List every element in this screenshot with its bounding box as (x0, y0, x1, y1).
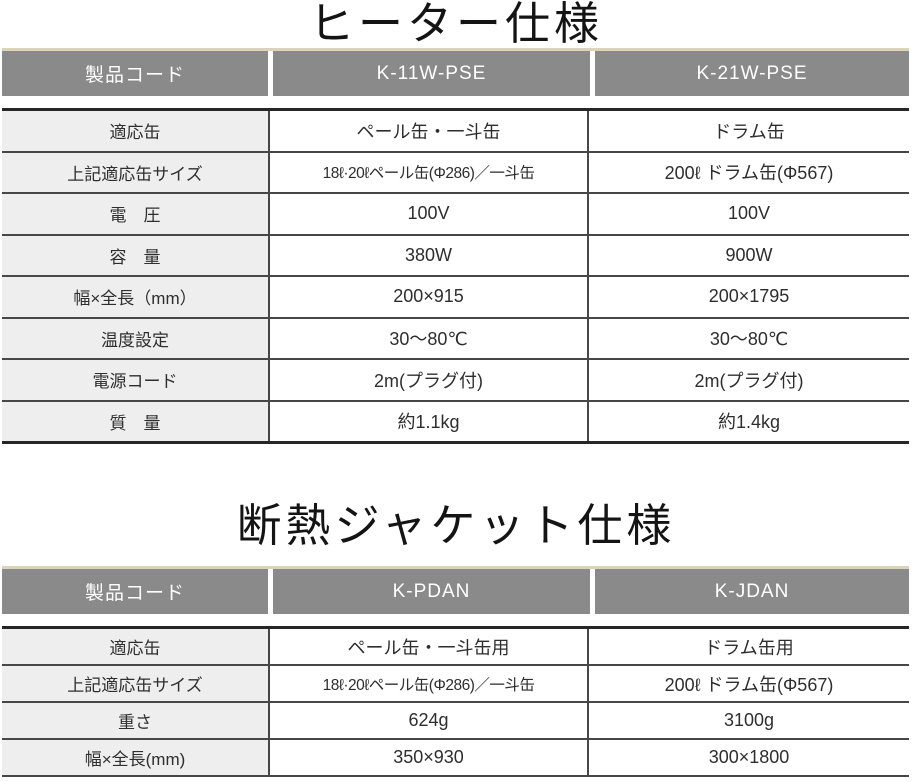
row-value-2: 200×1795 (708, 286, 790, 307)
row-value-1: 2m(プラグ付) (270, 360, 589, 400)
row-value-2: 3100g (723, 710, 775, 730)
table-row: 質 量 約1.1kg 約1.4kg (2, 401, 909, 441)
jacket-table-title: 断熱ジャケット仕様 (236, 500, 676, 551)
table-row: 幅×全長(mm) 350×930 300×1800 (2, 740, 909, 777)
row-value-1: ペール缶・一斗缶 (270, 111, 589, 151)
table-row: 幅×全長（mm） 200×915 200×1795 (2, 277, 909, 319)
table-row: 上記適応缶サイズ 18ℓ·20ℓペール缶(Φ286)／一斗缶 200ℓ ドラム缶… (2, 666, 909, 703)
row-value-1: 18ℓ·20ℓペール缶(Φ286)／一斗缶 (270, 666, 589, 701)
jacket-table-body: 適応缶 ペール缶・一斗缶用 ドラム缶用 上記適応缶サイズ 18ℓ·20ℓペール缶… (2, 626, 909, 782)
table-row: 容 量 380W 900W (2, 235, 909, 277)
row-value-2: 200ℓ ドラム缶(Φ567) (664, 674, 834, 695)
row-value-2: ドラム缶用 (704, 637, 794, 658)
row-value-2: 200ℓ ドラム缶(Φ567) (664, 163, 834, 184)
row-label: 幅×全長(mm) (2, 740, 270, 775)
row-value-1: 350×930 (270, 740, 589, 775)
row-value-1: 約1.1kg (270, 401, 589, 441)
table-row: 適応缶 ペール缶・一斗缶 ドラム缶 (2, 111, 909, 153)
row-value-2: ドラム缶 (713, 121, 785, 142)
row-value-2: 300×1800 (708, 747, 790, 767)
row-value-2: 900W (725, 244, 773, 265)
row-label: 重さ (2, 703, 270, 738)
table-row: 上記適応缶サイズ 18ℓ·20ℓペール缶(Φ286)／一斗缶 200ℓ ドラム缶… (2, 152, 909, 194)
row-value-2: 約1.4kg (717, 412, 781, 433)
jacket-header-model-2: K-JDAN (595, 569, 909, 614)
row-label: 幅×全長（mm） (2, 277, 270, 317)
jacket-table-header-row: 製品コード K-PDAN K-JDAN (2, 566, 909, 614)
jacket-spec-table: 製品コード K-PDAN K-JDAN 適応缶 ペール缶・一斗缶用 ドラム缶用 … (2, 566, 909, 782)
row-label: 上記適応缶サイズ (2, 152, 270, 192)
row-label: 質 量 (2, 401, 270, 441)
row-value-1: 624g (270, 703, 589, 738)
heater-table-body: 適応缶 ペール缶・一斗缶 ドラム缶 上記適応缶サイズ 18ℓ·20ℓペール缶(Φ… (2, 108, 909, 444)
row-value-1: 200×915 (270, 277, 589, 317)
row-value-1: 30～80℃ (270, 318, 589, 358)
jacket-header-model-1: K-PDAN (273, 569, 590, 614)
table-row: 温度設定 30～80℃ 30～80℃ (2, 318, 909, 360)
heater-header-model-2: K-21W-PSE (595, 51, 909, 96)
row-value-1: 100V (270, 194, 589, 234)
jacket-header-product-code: 製品コード (2, 569, 268, 614)
heater-header-model-1: K-11W-PSE (273, 51, 590, 96)
row-value-1: 18ℓ·20ℓペール缶(Φ286)／一斗缶 (270, 152, 589, 192)
heater-table-header-row: 製品コード K-11W-PSE K-21W-PSE (2, 48, 909, 96)
row-label: 電 圧 (2, 194, 270, 234)
heater-header-product-code: 製品コード (2, 51, 268, 96)
table-row: 電源コード 2m(プラグ付) 2m(プラグ付) (2, 360, 909, 402)
row-label: 適応缶 (2, 111, 270, 151)
row-value-1: ペール缶・一斗缶用 (270, 629, 589, 664)
row-label: 容 量 (2, 235, 270, 275)
table-row: 電 圧 100V 100V (2, 194, 909, 236)
heater-table-title: ヒーター仕様 (308, 0, 603, 49)
row-value-1: 380W (270, 235, 589, 275)
table-row: 重さ 624g 3100g (2, 703, 909, 740)
row-label: 温度設定 (2, 318, 270, 358)
row-label: 上記適応缶サイズ (2, 666, 270, 701)
row-value-2: 30～80℃ (709, 329, 789, 350)
row-value-2: 100V (727, 203, 771, 224)
table-row: 適応缶 ペール缶・一斗缶用 ドラム缶用 (2, 629, 909, 666)
heater-spec-table: 製品コード K-11W-PSE K-21W-PSE 適応缶 ペール缶・一斗缶 ド… (2, 48, 909, 444)
row-label: 電源コード (2, 360, 270, 400)
row-label: 適応缶 (2, 629, 270, 664)
row-value-2: 2m(プラグ付) (694, 370, 804, 391)
section-spacer (0, 444, 922, 502)
